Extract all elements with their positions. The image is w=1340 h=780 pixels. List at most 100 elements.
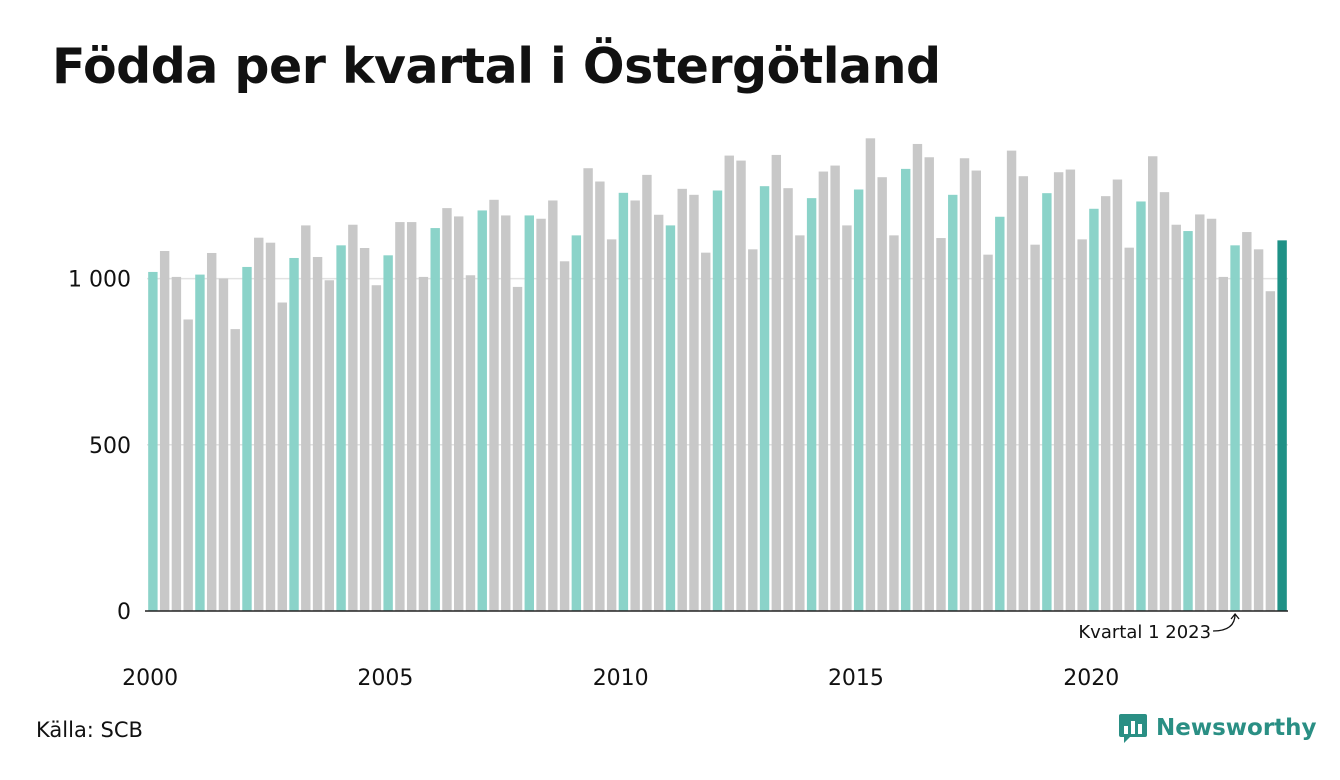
bar-2016-q2: [912, 143, 923, 611]
bar-2002-q2: [254, 237, 264, 611]
bar-2017-q2: [959, 158, 970, 611]
bar-2001-q2: [206, 252, 217, 612]
bar-2005-q1: [383, 255, 393, 611]
annotation-label: Kvartal 1 2023: [1078, 622, 1211, 643]
bar-2021-q3: [1159, 192, 1170, 611]
x-tick-label-1: 2005: [357, 666, 413, 691]
bar-2010-q3: [642, 174, 652, 611]
bar-2017-q1: [948, 194, 958, 611]
bar-2015-q3: [877, 177, 887, 611]
bar-2014-q4: [842, 225, 852, 611]
bar-2008-q4: [559, 261, 570, 611]
bar-2010-q4: [653, 214, 664, 611]
x-tick-label-2: 2010: [593, 666, 649, 691]
bar-2011-q4: [701, 252, 711, 611]
bar-2018-q1: [995, 216, 1005, 611]
bar-2010-q2: [630, 200, 640, 611]
y-tick-label-2: 1 000: [68, 268, 131, 293]
bars: [148, 138, 1287, 612]
bar-2002-q3: [265, 242, 276, 611]
newsworthy-logo-icon: [1119, 714, 1147, 743]
x-tick-label-3: 2015: [828, 666, 884, 691]
bar-2007-q3: [501, 215, 511, 611]
bar-2004-q1: [336, 245, 346, 611]
bar-2012-q2: [724, 155, 734, 611]
bar-2011-q2: [677, 188, 687, 611]
bar-2016-q4: [936, 238, 946, 611]
bar-2000-q4: [183, 319, 193, 611]
bar-2023-q1: [1230, 245, 1240, 611]
bar-2004-q2: [348, 224, 358, 612]
bar-2014-q2: [818, 171, 829, 612]
bar-2005-q2: [395, 222, 405, 611]
y-tick-labels: 0 500 1 000: [68, 268, 131, 625]
x-tick-label-0: 2000: [122, 666, 178, 691]
bar-2020-q2: [1100, 196, 1111, 611]
bar-2003-q2: [301, 225, 311, 611]
brand-logo[interactable]: Newsworthy: [1118, 712, 1317, 744]
bar-2023-q4: [1265, 291, 1276, 611]
bar-2009-q1: [571, 235, 582, 611]
bar-2022-q3: [1206, 218, 1217, 611]
bar-2015-q1: [853, 189, 864, 611]
bar-2001-q1: [195, 274, 205, 611]
bar-2008-q1: [524, 215, 534, 611]
bar-2013-q1: [759, 186, 770, 611]
bar-2012-q3: [736, 160, 746, 611]
bar-2024-q1: [1277, 240, 1287, 612]
bar-2008-q2: [536, 218, 546, 611]
bar-2012-q4: [748, 249, 758, 611]
bar-2017-q3: [971, 170, 981, 612]
bar-2018-q3: [1018, 176, 1029, 611]
bar-2013-q2: [771, 154, 782, 611]
bar-2011-q3: [689, 194, 699, 611]
bar-2008-q3: [548, 200, 558, 611]
bar-2000-q1: [148, 271, 158, 611]
bar-2018-q2: [1006, 150, 1017, 612]
bar-2022-q1: [1183, 231, 1193, 612]
bar-2016-q3: [924, 157, 934, 611]
bar-2002-q4: [277, 302, 287, 611]
bar-2019-q2: [1053, 172, 1064, 611]
bar-2003-q4: [324, 280, 335, 611]
bar-2021-q1: [1136, 201, 1146, 611]
annotation: Kvartal 1 2023: [1078, 612, 1240, 643]
bar-2016-q1: [901, 168, 911, 611]
bar-2021-q2: [1148, 156, 1158, 611]
annotation-arrow: [1213, 612, 1240, 632]
brand-name: Newsworthy: [1156, 715, 1317, 741]
bar-2020-q4: [1124, 247, 1134, 612]
bar-2003-q3: [312, 256, 323, 611]
bar-2018-q4: [1030, 244, 1040, 611]
bar-2013-q4: [795, 235, 805, 611]
x-tick-label-4: 2020: [1063, 666, 1119, 691]
bar-2001-q3: [218, 278, 229, 611]
bar-2021-q4: [1171, 224, 1181, 612]
y-tick-label-0: 0: [117, 600, 131, 625]
bar-2022-q4: [1218, 276, 1229, 611]
bar-2023-q2: [1242, 232, 1252, 612]
bar-2001-q4: [230, 329, 240, 611]
bar-2014-q3: [830, 165, 840, 611]
bar-2007-q1: [477, 210, 487, 611]
bar-2005-q4: [418, 276, 429, 611]
bar-2004-q3: [359, 248, 370, 611]
chart-title: Födda per kvartal i Östergötland: [52, 38, 941, 95]
bar-2011-q1: [665, 225, 676, 611]
bar-2015-q2: [865, 138, 876, 611]
bar-2000-q2: [159, 251, 170, 611]
bar-2010-q1: [618, 192, 629, 611]
x-tick-labels: 2000 2005 2010 2015 2020: [122, 666, 1119, 691]
bar-2020-q3: [1112, 179, 1123, 611]
bar-2022-q2: [1195, 214, 1205, 611]
bar-2017-q4: [983, 254, 993, 611]
bar-2013-q3: [783, 188, 793, 612]
bar-2006-q2: [442, 208, 452, 612]
bar-2015-q4: [889, 235, 899, 611]
bar-2000-q3: [171, 276, 182, 611]
bar-2012-q1: [712, 190, 723, 611]
bar-2006-q1: [430, 228, 440, 611]
bar-2019-q3: [1065, 169, 1076, 612]
bar-2014-q1: [806, 198, 817, 611]
